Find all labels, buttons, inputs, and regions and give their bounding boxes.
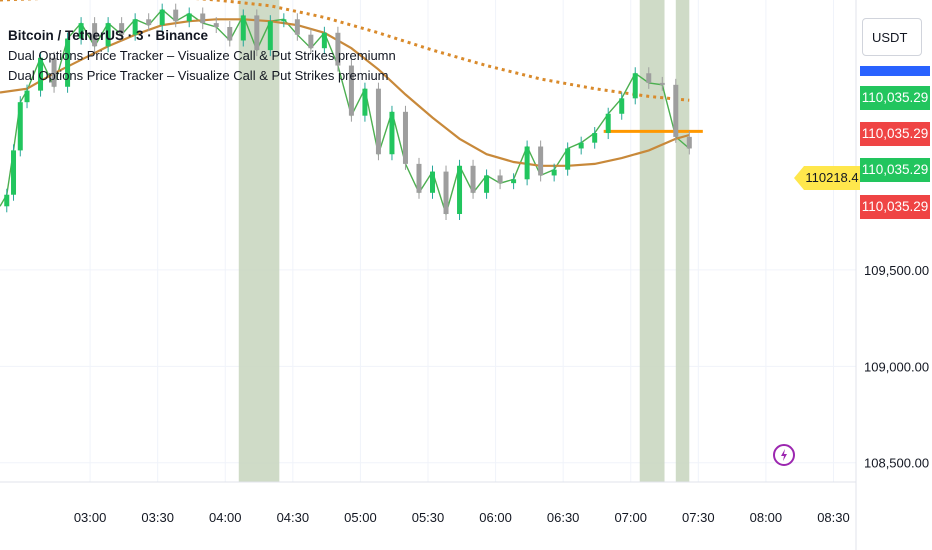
- x-tick-label: 08:00: [750, 510, 783, 525]
- candle-body: [484, 175, 490, 193]
- candle-body: [646, 73, 652, 83]
- x-tick-label: 06:30: [547, 510, 580, 525]
- candle-body: [402, 111, 408, 164]
- candles: [4, 3, 692, 221]
- x-tick-label: 08:30: [817, 510, 850, 525]
- price-tag-3: 110,035.29: [860, 158, 930, 182]
- price-tag-1: 110,035.29: [860, 86, 930, 110]
- upper-band-line: [0, 0, 690, 102]
- candle-body: [200, 13, 206, 24]
- candle-body: [17, 102, 23, 151]
- candle-body: [146, 19, 152, 26]
- y-tick-label: 109,500.00: [864, 263, 929, 278]
- candle-body: [38, 57, 44, 91]
- symbol-title[interactable]: Bitcoin / TetherUS · 3 · Binance: [8, 28, 209, 43]
- candle-body: [497, 175, 503, 184]
- y-tick-label: 108,500.00: [864, 456, 929, 471]
- candle-body: [186, 13, 192, 22]
- candle-body: [267, 21, 273, 51]
- candle-body: [4, 194, 10, 207]
- candle-body: [375, 88, 381, 155]
- strike-price-callout: 110218.4: [794, 166, 860, 190]
- candle-body: [254, 15, 260, 51]
- candle-body: [362, 88, 368, 116]
- x-tick-label: 03:00: [74, 510, 107, 525]
- chart-legend: Bitcoin / TetherUS · 3 · Binance Dual Op…: [8, 26, 396, 86]
- candle-body: [294, 19, 300, 35]
- candle-body: [511, 179, 517, 184]
- x-tick-label: 04:00: [209, 510, 242, 525]
- candle-body: [11, 150, 17, 195]
- x-tick-label: 05:00: [344, 510, 377, 525]
- candle-body: [78, 23, 84, 39]
- currency-selector[interactable]: USDT: [862, 18, 922, 56]
- candle-body: [592, 133, 598, 143]
- candle-body: [551, 169, 557, 176]
- lightning-alert-icon[interactable]: [773, 444, 795, 466]
- session-shade: [675, 0, 690, 482]
- session-shading: [238, 0, 690, 482]
- candle-body: [619, 98, 625, 114]
- candle-body: [51, 57, 57, 87]
- grid: [0, 0, 856, 482]
- x-tick-label: 06:00: [479, 510, 512, 525]
- candle-body: [416, 163, 422, 193]
- candle-body: [335, 32, 341, 66]
- x-tick-label: 05:30: [412, 510, 445, 525]
- candle-body: [565, 148, 571, 170]
- candle-body: [443, 171, 449, 215]
- candle-body: [213, 23, 219, 27]
- candle-body: [538, 146, 544, 176]
- candle-body: [240, 15, 246, 41]
- moving-average-line: [0, 18, 690, 167]
- price-tag-blue: [860, 66, 930, 76]
- candle-body: [159, 9, 165, 26]
- candle-body: [348, 65, 354, 116]
- candle-body: [470, 165, 476, 193]
- candle-body: [389, 111, 395, 155]
- y-tick-label: 109,000.00: [864, 359, 929, 374]
- candle-body: [24, 90, 30, 103]
- candle-body: [92, 23, 98, 47]
- candle-body: [457, 165, 463, 215]
- candle-body: [281, 19, 287, 22]
- candle-body: [227, 26, 233, 41]
- candle-body: [308, 34, 314, 49]
- candle-body: [430, 171, 436, 193]
- candle-body: [132, 19, 138, 35]
- x-tick-label: 07:30: [682, 510, 715, 525]
- candle-body: [65, 38, 71, 87]
- price-tag-4: 110,035.29: [860, 195, 930, 219]
- x-tick-label: 04:30: [277, 510, 310, 525]
- candle-body: [578, 142, 584, 149]
- session-shade: [238, 0, 280, 482]
- candle-body: [321, 32, 327, 49]
- candle-body: [105, 23, 111, 47]
- candle-body: [659, 82, 665, 85]
- candle-body: [119, 23, 125, 35]
- price-tag-2: 110,035.29: [860, 122, 930, 146]
- candle-body: [524, 146, 530, 180]
- indicator-label-2[interactable]: Dual Options Price Tracker – Visualize C…: [8, 68, 389, 83]
- candle-body: [632, 73, 638, 99]
- lightning-icon: [781, 449, 787, 461]
- session-shade: [639, 0, 665, 482]
- x-tick-label: 03:30: [141, 510, 174, 525]
- x-tick-label: 07:00: [614, 510, 647, 525]
- indicator-label-1[interactable]: Dual Options Price Tracker – Visualize C…: [8, 48, 396, 63]
- candle-body: [173, 9, 179, 22]
- candle-body: [673, 84, 679, 137]
- candle-body: [686, 136, 692, 149]
- candle-body: [605, 113, 611, 134]
